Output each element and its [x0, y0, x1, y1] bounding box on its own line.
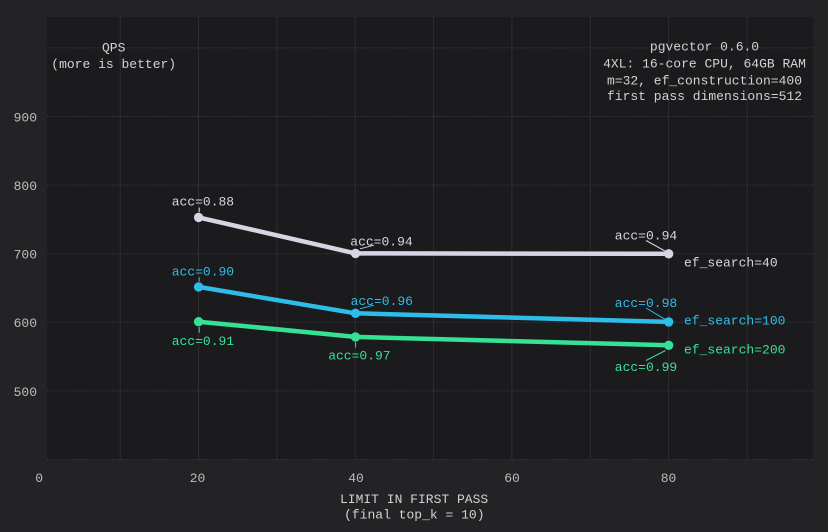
- svg-text:(final top_k = 10): (final top_k = 10): [344, 507, 484, 522]
- svg-text:acc=0.97: acc=0.97: [328, 348, 390, 363]
- svg-text:20: 20: [190, 471, 206, 486]
- svg-text:first pass dimensions=512: first pass dimensions=512: [607, 89, 802, 104]
- svg-text:acc=0.91: acc=0.91: [172, 334, 235, 349]
- svg-text:900: 900: [14, 110, 37, 125]
- svg-text:80: 80: [661, 471, 677, 486]
- svg-text:acc=0.99: acc=0.99: [615, 360, 677, 375]
- svg-text:40: 40: [348, 471, 364, 486]
- svg-text:LIMIT IN FIRST PASS: LIMIT IN FIRST PASS: [340, 492, 488, 507]
- svg-text:700: 700: [14, 248, 37, 263]
- svg-text:acc=0.96: acc=0.96: [351, 294, 413, 309]
- svg-text:0: 0: [35, 471, 43, 486]
- svg-text:500: 500: [14, 385, 37, 400]
- svg-text:600: 600: [14, 316, 37, 331]
- svg-text:ef_search=200: ef_search=200: [684, 343, 785, 358]
- svg-text:ef_search=40: ef_search=40: [684, 256, 778, 271]
- svg-text:(more is better): (more is better): [51, 57, 176, 72]
- svg-text:pgvector 0.6.0: pgvector 0.6.0: [650, 40, 759, 55]
- svg-text:ef_search=100: ef_search=100: [684, 314, 785, 329]
- svg-text:4XL: 16-core CPU, 64GB RAM: 4XL: 16-core CPU, 64GB RAM: [603, 56, 806, 71]
- svg-text:acc=0.88: acc=0.88: [172, 195, 234, 210]
- svg-text:acc=0.98: acc=0.98: [615, 296, 677, 311]
- svg-text:acc=0.94: acc=0.94: [615, 228, 678, 243]
- svg-text:QPS: QPS: [102, 41, 126, 56]
- svg-text:60: 60: [504, 471, 520, 486]
- svg-text:800: 800: [14, 179, 37, 194]
- svg-text:acc=0.90: acc=0.90: [172, 264, 234, 279]
- svg-text:acc=0.94: acc=0.94: [350, 234, 413, 249]
- svg-text:m=32, ef_construction=400: m=32, ef_construction=400: [607, 73, 802, 88]
